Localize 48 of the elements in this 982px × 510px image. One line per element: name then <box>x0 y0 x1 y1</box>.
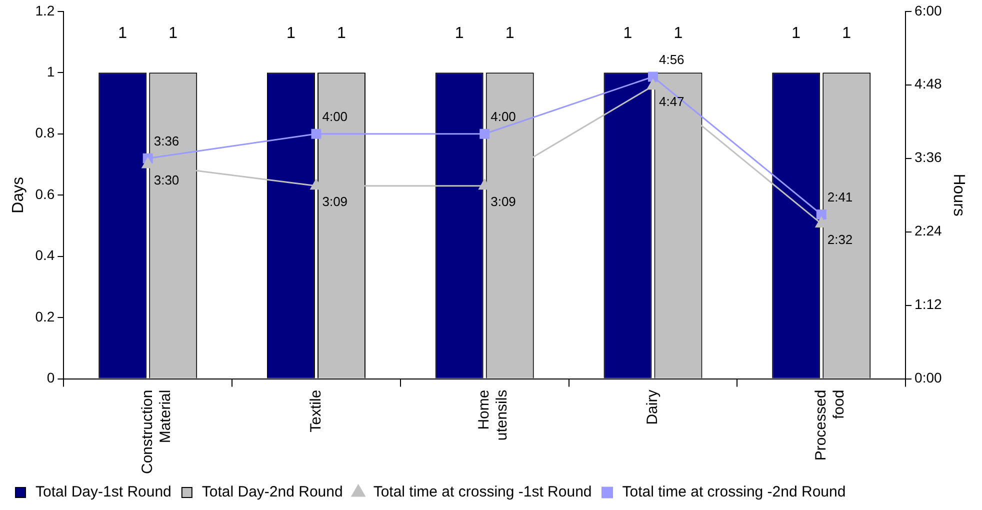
legend-label: Total Day-2nd Round <box>202 484 343 501</box>
y2-tick-label: 3:36 <box>914 149 942 166</box>
x-tick-label: Textile <box>307 390 324 432</box>
data-label: 3:30 <box>154 172 180 188</box>
legend-label: Total time at crossing -1st Round <box>373 484 592 501</box>
y2-tick-label: 6:00 <box>914 2 942 18</box>
y2-tick-label: 0:00 <box>914 370 942 386</box>
data-label: 1 <box>792 24 801 42</box>
y2-tick-label: 2:24 <box>914 222 942 239</box>
y-axis-title: Days <box>10 176 28 214</box>
data-label: 3:09 <box>322 194 348 209</box>
data-label: 4:47 <box>658 94 684 109</box>
y2-tick-label: 4:48 <box>914 76 942 92</box>
data-label: 3:09 <box>490 194 516 209</box>
data-label: 4:00 <box>322 108 348 124</box>
data-label: 1 <box>505 24 514 42</box>
y-tick-label: 0 <box>46 370 55 386</box>
data-label: 2:32 <box>827 232 853 247</box>
point <box>648 72 658 82</box>
y-tick-label: 1 <box>46 63 55 80</box>
data-label: 4:00 <box>490 108 516 124</box>
point <box>816 210 826 220</box>
legend-label: Total time at crossing -2nd Round <box>622 484 846 501</box>
data-label: 3:36 <box>154 133 180 148</box>
point <box>480 128 490 139</box>
y-tick-label: 0.4 <box>35 247 55 264</box>
data-label: 4:56 <box>658 52 684 67</box>
data-label: 1 <box>286 24 296 42</box>
data-label: 1 <box>337 24 346 42</box>
legend-label: Total Day-1st Round <box>36 484 172 501</box>
y-tick-label: 0.2 <box>35 308 55 324</box>
y-tick-label: 1.2 <box>35 2 55 18</box>
y2-axis-title: Hours <box>950 174 967 216</box>
data-label: 1 <box>118 24 128 42</box>
y2-tick-label: 1:12 <box>914 296 942 312</box>
data-label: 1 <box>168 24 178 42</box>
data-label: 1 <box>623 24 632 42</box>
x-tick-label: Construction Material <box>138 390 174 474</box>
data-label: 1 <box>674 24 683 42</box>
data-label: 2:41 <box>827 190 853 205</box>
x-tick-label: Dairy <box>644 389 662 425</box>
point <box>311 128 322 139</box>
x-tick-label: Home utensils <box>476 390 511 441</box>
y-tick-label: 0.6 <box>35 186 55 202</box>
data-label: 1 <box>842 24 852 42</box>
data-label: 1 <box>454 24 464 42</box>
y-tick-label: 0.8 <box>35 124 55 141</box>
x-tick-label: Processed food <box>812 390 848 461</box>
